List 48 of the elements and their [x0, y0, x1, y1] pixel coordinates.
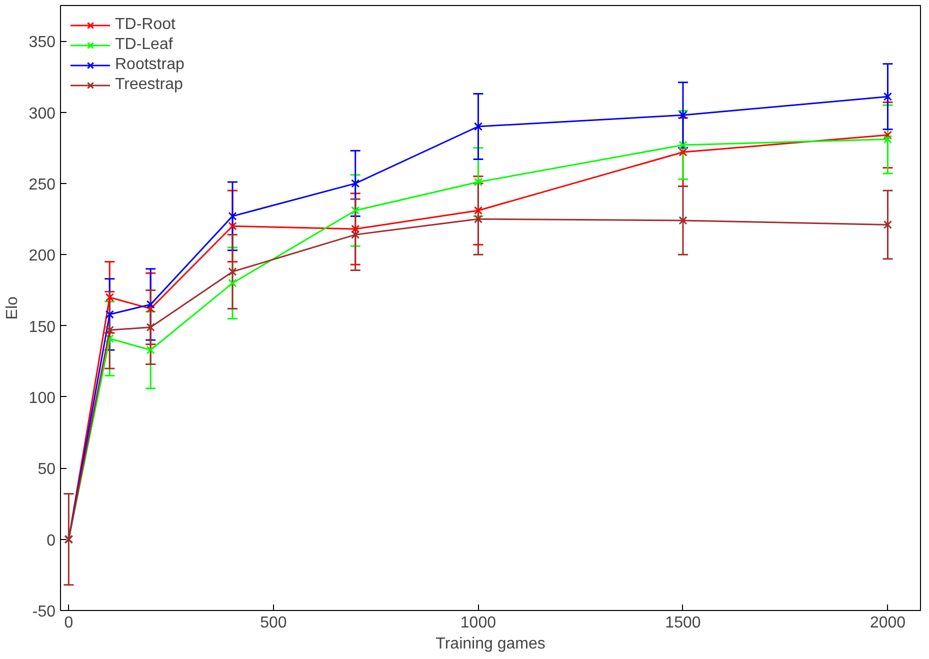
legend-label: Rootstrap [115, 56, 184, 74]
point [105, 326, 114, 334]
point [146, 322, 155, 332]
point [678, 140, 688, 150]
y-tick-label: 250 [28, 176, 56, 194]
point [351, 224, 360, 234]
point [351, 230, 360, 239]
x-axis-title: Training games [436, 636, 546, 652]
x-tick-label: 2000 [870, 614, 906, 632]
legend-label: Treestrap [115, 76, 183, 94]
x-tick-label: 1500 [665, 614, 701, 632]
point [351, 179, 360, 188]
point [883, 135, 892, 144]
point [474, 178, 482, 186]
point [228, 267, 237, 276]
y-tick-label: 100 [28, 390, 56, 407]
y-tick-label: 300 [28, 105, 56, 122]
point [351, 206, 360, 215]
point [883, 220, 892, 230]
point [105, 334, 114, 343]
y-tick-label: 150 [28, 318, 56, 336]
y-tick-label: -50 [32, 604, 56, 620]
point [146, 300, 155, 309]
point [105, 293, 114, 302]
y-tick-label: 350 [28, 34, 56, 52]
legend-label: TD-Root [115, 16, 176, 34]
point [678, 148, 688, 156]
point [678, 216, 688, 225]
point [228, 222, 237, 230]
x-tick-label: 0 [64, 614, 74, 632]
point [474, 214, 482, 224]
y-tick-label: 200 [28, 248, 56, 265]
y-tick-label: 0 [46, 532, 56, 550]
point [678, 110, 688, 120]
point [228, 212, 237, 220]
x-tick-label: 1000 [460, 614, 496, 632]
point [228, 278, 237, 288]
point [883, 130, 892, 140]
y-axis-title: Elo [4, 296, 21, 320]
point [883, 92, 892, 101]
point [474, 206, 482, 215]
point [146, 346, 155, 354]
y-tick-label: 50 [38, 461, 56, 478]
x-tick-label: 500 [260, 614, 287, 632]
point [105, 310, 114, 319]
point [146, 304, 155, 313]
legend-label: TD-Leaf [115, 36, 173, 54]
point [474, 122, 482, 131]
